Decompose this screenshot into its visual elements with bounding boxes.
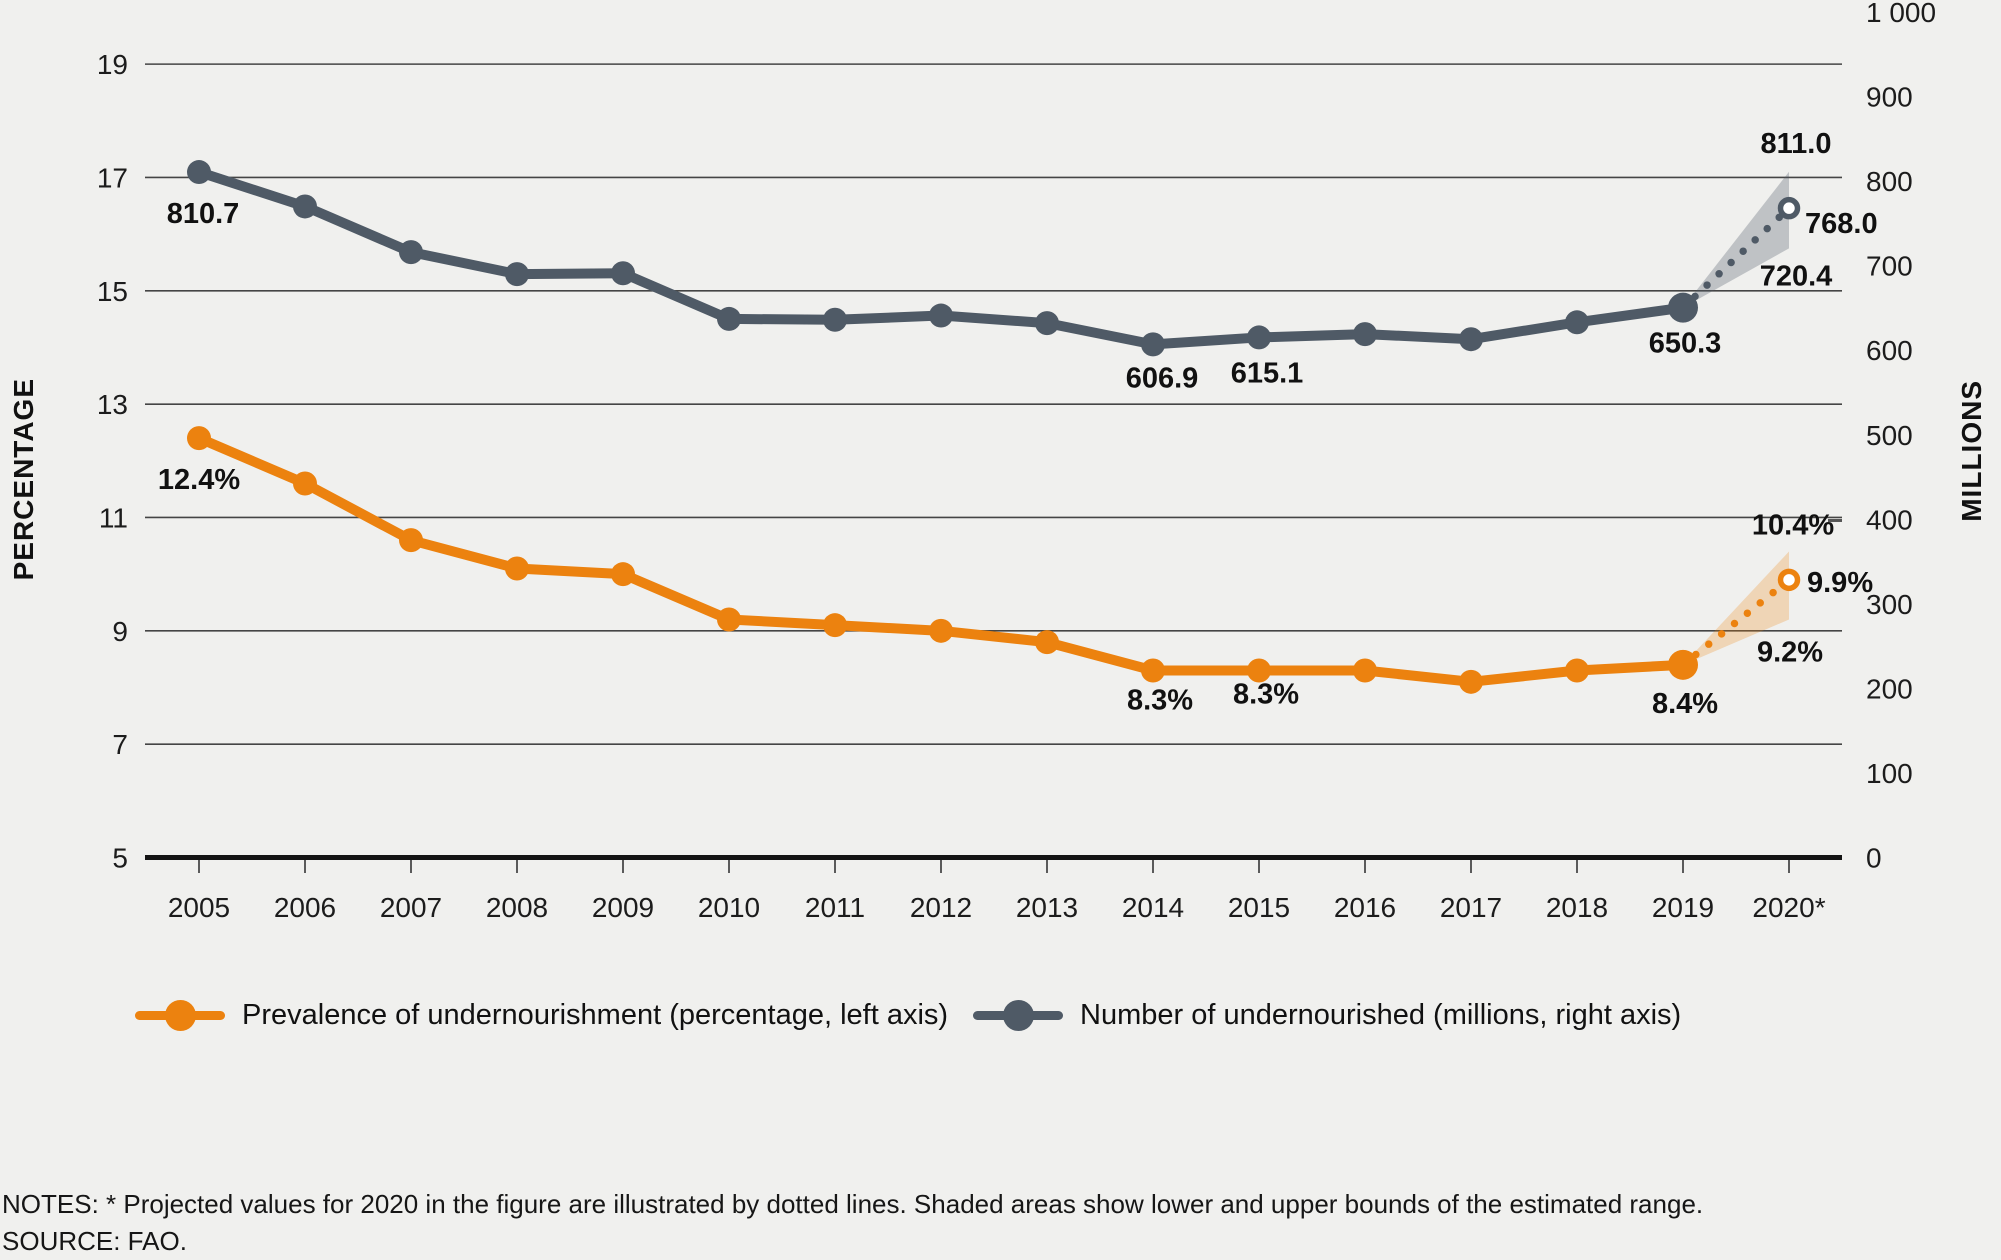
pou-line [194, 433, 1688, 687]
x-tick-label-2009: 2009 [592, 892, 654, 923]
x-tick-label-2015: 2015 [1228, 892, 1290, 923]
annotation-8.4pct: 8.4% [1652, 688, 1718, 720]
left-tick-label-7: 7 [112, 729, 128, 760]
notes: NOTES: * Projected values for 2020 in th… [2, 1186, 1703, 1260]
annotation-8.3pct: 8.3% [1233, 678, 1299, 710]
pou-point-2010 [717, 607, 741, 632]
left-tick-label-9: 9 [112, 616, 128, 647]
x-tick-label-2007: 2007 [380, 892, 442, 923]
right-tick-label-900: 900 [1866, 82, 1913, 113]
x-tick-label-2006: 2006 [274, 892, 336, 923]
x-tick-label-2011: 2011 [805, 892, 865, 923]
right-tick-label-1000: 1 000 [1866, 0, 1936, 28]
x-tick-label-2005: 2005 [168, 892, 230, 923]
left-tick-label-19: 19 [97, 49, 128, 80]
left-axis-title: PERCENTAGE [8, 378, 39, 581]
pou-projection-band [1683, 551, 1789, 665]
annotation-810.7: 810.7 [167, 198, 240, 230]
nou-point-2017 [1459, 327, 1483, 352]
left-tick-label-17: 17 [97, 162, 128, 193]
source-line: SOURCE: FAO. [2, 1226, 187, 1256]
nou-projected-open-point [1777, 196, 1801, 220]
nou-point-2019 [1668, 292, 1698, 323]
legend-item-number: Number of undernourished (millions, righ… [973, 996, 1681, 1034]
left-tick-label-13: 13 [97, 389, 128, 420]
legend-item-prevalence: Prevalence of undernourishment (percenta… [135, 996, 948, 1034]
x-tick-label-2014: 2014 [1122, 892, 1184, 923]
nou-point-2014 [1141, 332, 1165, 357]
right-tick-label-0: 0 [1866, 843, 1882, 874]
right-tick-label-300: 300 [1866, 589, 1913, 620]
legend-dot-icon [164, 999, 196, 1031]
nou-point-2016 [1353, 322, 1377, 347]
prevalence-line-symbol [135, 996, 225, 1034]
notes-line: NOTES: * Projected values for 2020 in th… [2, 1189, 1704, 1219]
right-tick-label-400: 400 [1866, 504, 1913, 535]
annotation-615.1: 615.1 [1231, 357, 1304, 389]
pou-point-2007 [399, 528, 423, 553]
right-tick-label-600: 600 [1866, 335, 1913, 366]
pou-point-2005 [187, 426, 211, 451]
legend-label-number: Number of undernourished (millions, righ… [1080, 998, 1682, 1031]
right-tick-label-500: 500 [1866, 420, 1913, 451]
pou-point-2008 [505, 556, 529, 581]
x-tick-label-2019: 2019 [1652, 892, 1714, 923]
annotation-10.4pct: 10.4% [1752, 509, 1834, 541]
pou-point-2006 [293, 471, 317, 496]
annotation-720.4: 720.4 [1760, 260, 1833, 292]
annotation-650.3: 650.3 [1649, 328, 1722, 360]
pou-point-2016 [1353, 658, 1377, 683]
left-tick-label-5: 5 [112, 843, 128, 874]
annotation-12.4pct: 12.4% [158, 464, 240, 496]
nou-point-2006 [293, 194, 317, 219]
x-tick-label-2012: 2012 [910, 892, 972, 923]
legend-label-prevalence: Prevalence of undernourishment (percenta… [242, 998, 949, 1031]
nou-point-2007 [399, 240, 423, 265]
right-tick-label-100: 100 [1866, 758, 1913, 789]
x-tick-label-2020*: 2020* [1752, 892, 1825, 923]
nou-point-2012 [929, 303, 953, 328]
annotation-9.9pct: 9.9% [1807, 567, 1873, 599]
nou-point-2005 [187, 160, 211, 185]
number-line-symbol [973, 996, 1063, 1034]
pou-point-2012 [929, 618, 953, 643]
x-tick-label-2013: 2013 [1016, 892, 1078, 923]
annotation-8.3pct: 8.3% [1127, 684, 1193, 716]
left-tick-label-15: 15 [97, 276, 128, 307]
pou-point-2011 [823, 613, 847, 638]
pou-projection-dotted-line [1679, 576, 1793, 669]
nou-point-2010 [717, 306, 741, 331]
nou-point-2015 [1247, 325, 1271, 350]
x-tick-label-2017: 2017 [1440, 892, 1502, 923]
left-tick-label-11: 11 [99, 502, 128, 533]
pou-point-2013 [1035, 630, 1059, 655]
right-axis-title: MILLIONS [1956, 380, 1987, 522]
pou-point-2019 [1668, 649, 1698, 680]
annotation-768.0: 768.0 [1805, 208, 1878, 240]
nou-projection-band [1683, 171, 1789, 308]
nou-point-2008 [505, 262, 529, 287]
pou-point-2017 [1459, 669, 1483, 694]
nou-point-2009 [611, 261, 635, 286]
x-tick-label-2008: 2008 [486, 892, 548, 923]
annotation-9.2pct: 9.2% [1757, 636, 1823, 668]
annotation-606.9: 606.9 [1126, 362, 1199, 394]
nou-point-2018 [1565, 310, 1589, 335]
right-tick-label-200: 200 [1866, 673, 1913, 704]
nou-point-2011 [823, 307, 847, 332]
pou-point-2014 [1141, 658, 1165, 683]
pou-point-2018 [1565, 658, 1589, 683]
pou-projected-open-point [1777, 568, 1801, 592]
x-tick-label-2016: 2016 [1334, 892, 1396, 923]
x-tick-label-2010: 2010 [698, 892, 760, 923]
nou-point-2013 [1035, 311, 1059, 336]
legend-dot-icon [1002, 999, 1034, 1031]
pou-point-2009 [611, 562, 635, 587]
pou-point-2015 [1247, 658, 1271, 683]
annotation-811.0: 811.0 [1761, 128, 1832, 160]
right-tick-label-700: 700 [1866, 251, 1913, 282]
x-tick-label-2018: 2018 [1546, 892, 1608, 923]
right-tick-label-800: 800 [1866, 166, 1913, 197]
